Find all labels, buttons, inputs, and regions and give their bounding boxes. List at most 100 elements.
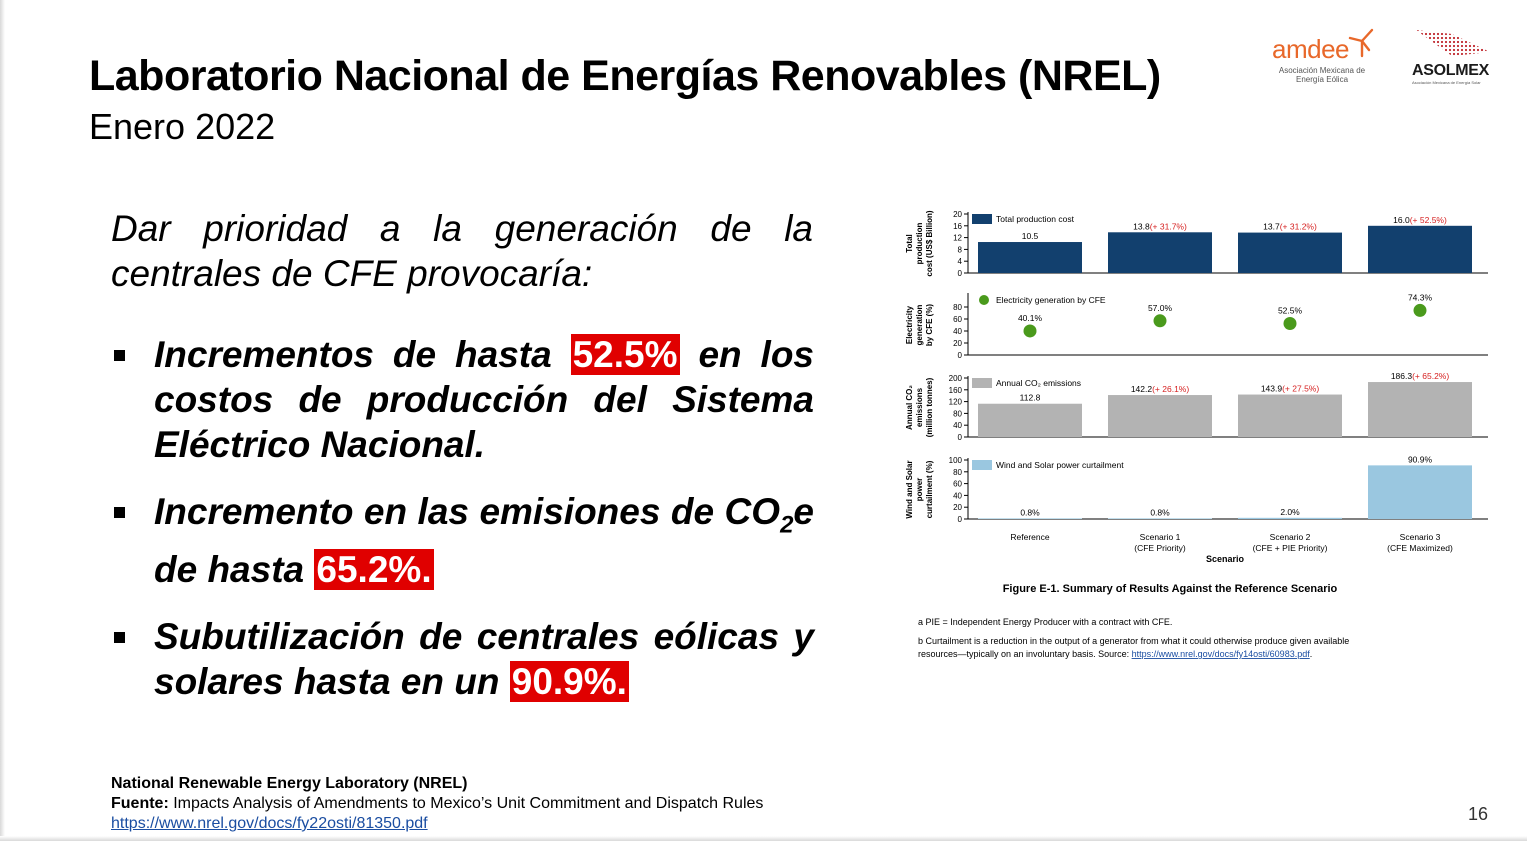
footer-source-label: Fuente: (111, 795, 169, 812)
data-label-value: 13.7 (1263, 222, 1280, 232)
y-tick-label: 4 (958, 257, 963, 266)
y-tick-label: 16 (953, 222, 962, 231)
note-text: resources—typically on an involuntary ba… (918, 649, 1132, 659)
bar (978, 403, 1082, 437)
y-axis-label: power (915, 478, 924, 502)
category-label: (CFE Maximized) (1387, 543, 1453, 553)
data-label: 40.1% (1018, 313, 1043, 323)
category-label: (CFE + PIE Priority) (1253, 543, 1328, 553)
legend-swatch (972, 460, 992, 470)
note-link[interactable]: https://www.nrel.gov/docs/fy14osti/60983… (1132, 649, 1311, 659)
bullet-text: e de hasta (154, 491, 814, 591)
bullet-curtailment: Subutilización de centrales eólicas y so… (111, 614, 814, 704)
y-axis-label: generation (915, 304, 924, 345)
legend-label: Total production cost (996, 214, 1075, 224)
data-label: 52.5% (1278, 306, 1303, 316)
y-axis-label: cost (US$ Billion) (925, 210, 934, 277)
y-tick-label: 80 (953, 303, 962, 312)
y-axis-label: by CFE (%) (925, 304, 934, 347)
category-label: (CFE Priority) (1134, 543, 1186, 553)
bar (1368, 225, 1472, 273)
amdee-wordmark: amdee (1272, 34, 1350, 64)
bullet-square-icon (114, 632, 125, 644)
figure-note-b: b Curtailment is a reduction in the outp… (918, 636, 1349, 646)
slide-subtitle: Enero 2022 (89, 106, 276, 147)
bullet-production-cost: Incrementos de hasta 52.5% en los costos… (111, 332, 814, 467)
y-tick-label: 0 (958, 351, 963, 360)
data-label-change: (+ 31.2%) (1280, 222, 1317, 232)
data-point (1413, 303, 1427, 317)
y-axis-label: Electricity (905, 305, 914, 344)
y-tick-label: 120 (949, 398, 963, 407)
bullet-square-icon (114, 507, 125, 518)
data-label-value: 13.8 (1133, 221, 1150, 231)
data-label: 112.8 (1020, 393, 1041, 403)
data-label-value: 186.3 (1391, 371, 1413, 381)
y-tick-label: 20 (953, 339, 962, 348)
bar (1368, 382, 1472, 437)
highlight-value: 65.2%. (314, 549, 434, 591)
bullet-text: Subutilización de centrales eólicas y so… (154, 616, 814, 703)
data-label: 143.9(+ 27.5%) (1261, 384, 1320, 394)
data-point (1023, 324, 1037, 338)
data-label: 13.7(+ 31.2%) (1263, 222, 1317, 232)
x-axis-label: Scenario (1206, 554, 1245, 564)
data-label-change: (+ 26.1%) (1152, 384, 1189, 394)
amdee-tagline: Asociación Mexicana de Energía Eólica (1278, 66, 1366, 84)
data-label-change: (+ 52.5%) (1410, 215, 1447, 225)
solar-panel-icon (1416, 30, 1490, 56)
figure-note-b: resources—typically on an involuntary ba… (918, 649, 1312, 659)
data-label-value: 16.0 (1393, 215, 1410, 225)
category-label: Scenario 1 (1140, 532, 1181, 542)
asolmex-tagline: Asociación Mexicana de Energía Solar (1412, 80, 1481, 85)
data-label-value: 112.8 (1020, 393, 1041, 403)
data-point (1283, 317, 1297, 330)
data-label: 13.8(+ 31.7%) (1133, 221, 1187, 231)
bar (1108, 232, 1212, 273)
bullet-list: Incrementos de hasta 52.5% en los costos… (111, 332, 814, 726)
subscript: 2 (780, 511, 794, 539)
data-label-value: 0.8% (1020, 507, 1040, 517)
legend-label: Wind and Solar power curtailment (996, 460, 1124, 470)
y-tick-label: 40 (953, 327, 962, 336)
page-number: 16 (1468, 804, 1489, 824)
bar (1238, 394, 1342, 437)
y-tick-label: 100 (949, 456, 963, 465)
y-tick-label: 0 (958, 269, 963, 278)
footer-source: Fuente: Impacts Analysis of Amendments t… (111, 794, 763, 814)
bar (1108, 518, 1212, 519)
slide-shadow-bottom (0, 836, 1527, 841)
slide-shadow-left (0, 0, 5, 841)
y-tick-label: 20 (953, 210, 962, 219)
data-label: 186.3(+ 65.2%) (1391, 371, 1450, 381)
data-label: 2.0% (1280, 507, 1300, 517)
data-label: 0.8% (1020, 507, 1040, 517)
y-axis-label: curtailment (%) (925, 460, 934, 518)
data-label-value: 0.8% (1150, 507, 1170, 517)
bullet-square-icon (114, 350, 125, 361)
footer: National Renewable Energy Laboratory (NR… (111, 774, 763, 834)
bar (1108, 395, 1212, 437)
data-label: 0.8% (1150, 507, 1170, 517)
y-axis-label: (million tonnes) (925, 377, 934, 437)
bar (1368, 465, 1472, 519)
data-label: 74.3% (1408, 292, 1433, 302)
y-tick-label: 60 (953, 480, 962, 489)
asolmex-wordmark: ASOLMEX (1412, 62, 1490, 79)
data-label: 16.0(+ 52.5%) (1393, 215, 1447, 225)
legend-label: Electricity generation by CFE (996, 295, 1106, 305)
bullet-text: en los costos de producción del Sistema … (154, 334, 815, 465)
y-axis-label: Total (905, 234, 914, 253)
nrel-figure: 0 4 8 12 16 20 Total production cost (US$ Billio… (898, 200, 1498, 670)
data-label-change: (+ 65.2%) (1412, 371, 1449, 381)
y-tick-label: 160 (949, 386, 963, 395)
legend-label: Annual CO₂ emissions (996, 378, 1081, 388)
bullet-text: Incrementos de hasta (154, 334, 571, 375)
legend-swatch (979, 295, 989, 305)
y-tick-label: 80 (953, 468, 962, 477)
footer-link[interactable]: https://www.nrel.gov/docs/fy22osti/81350… (111, 815, 428, 832)
data-label-value: 90.9% (1408, 454, 1433, 464)
y-tick-label: 200 (949, 374, 963, 383)
data-label-value: 143.9 (1261, 384, 1283, 394)
